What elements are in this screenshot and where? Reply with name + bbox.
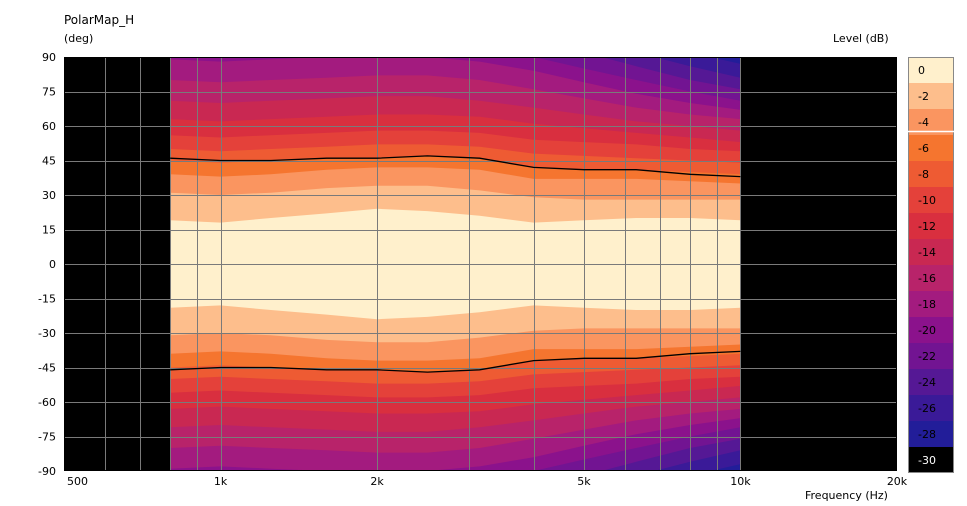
- x-tick-label: 500: [67, 475, 88, 488]
- x-tick-label: 1k: [214, 475, 228, 488]
- colorbar-label-item: -16: [918, 272, 936, 285]
- colorbar-label-item: -10: [918, 194, 936, 207]
- colorbar-label-item: -6: [918, 142, 929, 155]
- colorbar-label: Level (dB): [833, 32, 889, 45]
- plot-border: [64, 57, 897, 471]
- grid-lines: [64, 57, 897, 471]
- x-tick-label: 10k: [730, 475, 751, 488]
- colorbar-swatch: [908, 57, 954, 83]
- colorbar-swatch: [908, 447, 954, 473]
- colorbar-swatch: [908, 187, 954, 213]
- y-tick-label: 30: [42, 189, 56, 202]
- colorbar-swatch: [908, 317, 954, 343]
- colorbar-label-item: 0: [918, 64, 925, 77]
- colorbar-label-item: -30: [918, 454, 936, 467]
- colorbar-label-item: -8: [918, 168, 929, 181]
- contour-line-upper: [170, 155, 741, 178]
- y-tick-label: 90: [42, 51, 56, 64]
- colorbar-swatch: [908, 343, 954, 369]
- y-tick-label: 0: [49, 258, 56, 271]
- colorbar-label-item: -26: [918, 402, 936, 415]
- colorbar-swatch: [908, 291, 954, 317]
- y-tick-label: -60: [38, 396, 56, 409]
- y-tick-label: -75: [38, 431, 56, 444]
- colorbar-border: [908, 57, 954, 473]
- x-axis-label: Frequency (Hz): [805, 489, 888, 502]
- colorbar-swatch: [908, 395, 954, 421]
- y-tick-label: 45: [42, 155, 56, 168]
- colorbar-label-item: -14: [918, 246, 936, 259]
- colorbar-swatch: [908, 239, 954, 265]
- y-tick-label: 75: [42, 86, 56, 99]
- colorbar-label-item: -18: [918, 298, 936, 311]
- y-tick-label: 15: [42, 224, 56, 237]
- y-tick-label: -45: [38, 362, 56, 375]
- colorbar-label-item: -20: [918, 324, 936, 337]
- y-tick-label: -30: [38, 327, 56, 340]
- x-tick-labels: 500 1k 2k 5k 10k 20k: [67, 475, 908, 488]
- y-axis-label: (deg): [64, 32, 94, 45]
- colorbar-swatch: [908, 213, 954, 239]
- colorbar-label-item: -4: [918, 116, 929, 129]
- minus6db-contours: [170, 155, 741, 373]
- colorbar-label-item: -2: [918, 90, 929, 103]
- colorbar-swatch: [908, 83, 954, 109]
- colorbar-swatch: [908, 135, 954, 161]
- y-tick-labels: 90 75 60 45 30 15 0 -15 -30 -45 -60 -75 -90: [38, 51, 56, 478]
- colorbar-swatch: [908, 161, 954, 187]
- y-tick-label: -15: [38, 293, 56, 306]
- chart-title: PolarMap_H: [64, 13, 135, 27]
- colorbar-label-item: -28: [918, 428, 936, 441]
- x-tick-label: 20k: [887, 475, 908, 488]
- colorbar-swatch: [908, 109, 954, 135]
- colorbar-swatch: [908, 421, 954, 447]
- colorbar-swatch: [908, 265, 954, 291]
- y-tick-label: 60: [42, 120, 56, 133]
- x-tick-label: 2k: [370, 475, 384, 488]
- colorbar-label-item: -24: [918, 376, 936, 389]
- colorbar-label-item: -12: [918, 220, 936, 233]
- x-tick-label: 5k: [577, 475, 591, 488]
- contour-line-lower: [170, 350, 741, 373]
- colorbar-swatch: [908, 369, 954, 395]
- colorbar-label-item: -22: [918, 350, 936, 363]
- y-tick-label: -90: [38, 465, 56, 478]
